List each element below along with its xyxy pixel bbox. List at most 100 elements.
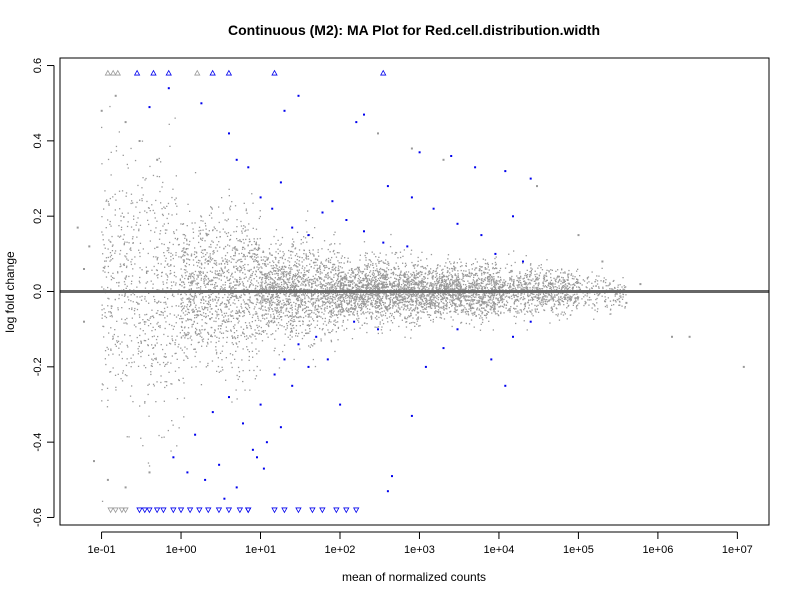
point (282, 276, 285, 278)
point (379, 277, 382, 279)
point (244, 258, 246, 260)
point (305, 283, 307, 286)
point (397, 299, 400, 302)
point (327, 295, 329, 297)
point (139, 242, 142, 244)
point (288, 257, 290, 259)
point (261, 296, 263, 298)
point (310, 266, 312, 268)
point (201, 249, 203, 251)
point (342, 308, 344, 310)
point (269, 306, 271, 308)
point (104, 312, 106, 314)
point (358, 272, 360, 274)
point (282, 280, 285, 282)
point (479, 268, 481, 270)
point (374, 284, 376, 286)
point (145, 266, 147, 268)
point (222, 228, 224, 230)
point (342, 277, 344, 279)
point (182, 297, 184, 299)
point (256, 294, 258, 297)
point (221, 323, 223, 325)
point (289, 272, 292, 274)
point (385, 285, 387, 288)
point (128, 436, 130, 438)
point (116, 341, 119, 344)
point (343, 262, 345, 264)
point (229, 239, 231, 241)
point (250, 301, 253, 304)
point (285, 303, 287, 305)
point (187, 318, 189, 320)
point (359, 282, 361, 284)
point (337, 311, 339, 313)
point (251, 321, 253, 323)
point (142, 194, 144, 196)
point (352, 313, 354, 316)
point (295, 289, 298, 291)
point (252, 334, 254, 336)
point (306, 231, 308, 233)
point (116, 282, 118, 284)
point (111, 316, 113, 318)
point (246, 327, 249, 329)
point (283, 272, 285, 275)
point (340, 271, 343, 274)
point (313, 261, 316, 264)
point (229, 207, 231, 209)
point (256, 301, 258, 303)
point (314, 258, 317, 260)
point (220, 328, 222, 330)
point (132, 236, 134, 238)
point (251, 273, 253, 275)
point (339, 303, 341, 305)
point (399, 251, 402, 253)
point (107, 256, 109, 259)
point (254, 329, 256, 331)
point (298, 294, 300, 297)
point (172, 328, 174, 330)
point (376, 270, 378, 272)
point (137, 217, 139, 219)
point (105, 316, 108, 319)
point (372, 277, 374, 279)
point (144, 298, 146, 300)
point (308, 316, 310, 318)
point (175, 203, 177, 205)
point (164, 381, 166, 383)
point (326, 266, 328, 268)
point (250, 281, 252, 283)
point (199, 270, 202, 273)
point (261, 297, 263, 299)
point (390, 276, 392, 279)
point (365, 265, 368, 267)
point (272, 294, 274, 296)
point (253, 248, 255, 250)
point (353, 297, 355, 299)
point (316, 298, 319, 300)
point (387, 286, 389, 288)
point (148, 354, 150, 356)
point (113, 277, 115, 279)
point (187, 333, 189, 336)
point (251, 193, 253, 195)
point (493, 276, 495, 278)
point (227, 318, 230, 320)
point (251, 255, 253, 257)
point (302, 284, 304, 286)
point (367, 265, 369, 267)
point (267, 283, 269, 285)
point (287, 286, 290, 288)
point (237, 311, 239, 313)
point (144, 401, 146, 403)
point (154, 247, 156, 250)
point (436, 267, 439, 269)
point (166, 381, 168, 383)
point (414, 283, 416, 285)
point (320, 261, 322, 263)
point (326, 292, 328, 295)
point (336, 252, 339, 254)
point (417, 273, 419, 275)
point (199, 288, 202, 290)
